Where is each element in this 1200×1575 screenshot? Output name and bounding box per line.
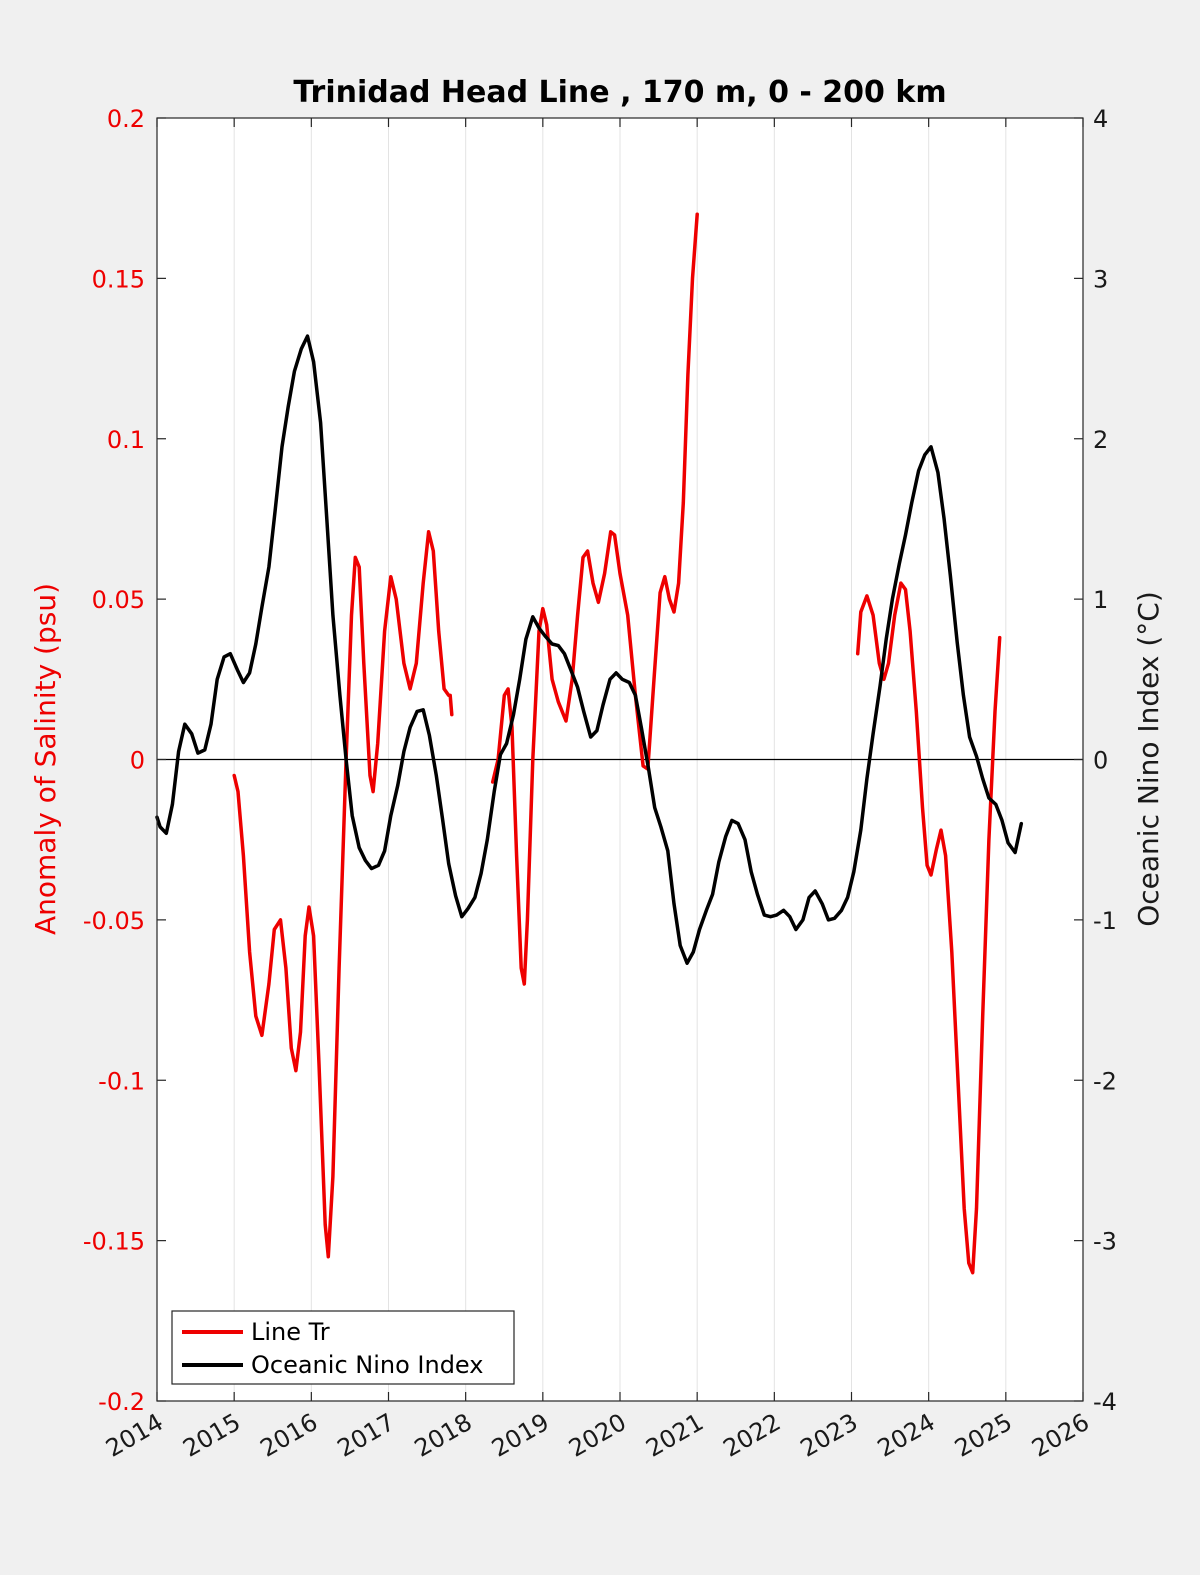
series-group (155, 212, 1024, 1275)
legend-label-line-tr: Line Tr (251, 1318, 330, 1346)
y-right-tick-label--4: -4 (1093, 1388, 1117, 1416)
y-left-tick-label-0: 0 (130, 747, 145, 775)
y-right-tick-label-1: 1 (1093, 586, 1108, 614)
y-right-tick-label-4: 4 (1093, 105, 1108, 133)
y-left-tick-label-0.2: 0.2 (107, 105, 145, 133)
y-right-tick-label--3: -3 (1093, 1228, 1117, 1256)
y-axis-left-label: Anomaly of Salinity (psu) (29, 583, 62, 935)
y-left-tick-label-0.15: 0.15 (92, 265, 145, 293)
y-left-tick-label--0.2: -0.2 (98, 1388, 145, 1416)
y-left-tick-label--0.15: -0.15 (83, 1228, 145, 1256)
y-right-tick-label-2: 2 (1093, 426, 1108, 454)
legend-label-oni: Oceanic Nino Index (251, 1351, 483, 1379)
tick-marks (156, 117, 1084, 1402)
y-right-tick-label-0: 0 (1093, 747, 1108, 775)
series-line-oni-segment-0 (155, 334, 1024, 965)
legend: Line Tr Oceanic Nino Index (171, 1310, 515, 1385)
y-axis-right-label: Oceanic Nino Index (°C) (1132, 591, 1165, 927)
legend-box (171, 1310, 515, 1385)
y-left-tick-label-0.1: 0.1 (107, 426, 145, 454)
chart-title: Trinidad Head Line , 170 m, 0 - 200 km (293, 75, 946, 110)
series-line-salinity-segment-1 (490, 212, 699, 986)
y-right-tick-label--1: -1 (1093, 907, 1117, 935)
y-right-tick-label--2: -2 (1093, 1067, 1117, 1095)
y-left-tick-label-0.05: 0.05 (92, 586, 145, 614)
y-right-tick-label-3: 3 (1093, 265, 1108, 293)
y-left-tick-label--0.05: -0.05 (83, 907, 145, 935)
y-left-tick-label--0.1: -0.1 (98, 1067, 145, 1095)
